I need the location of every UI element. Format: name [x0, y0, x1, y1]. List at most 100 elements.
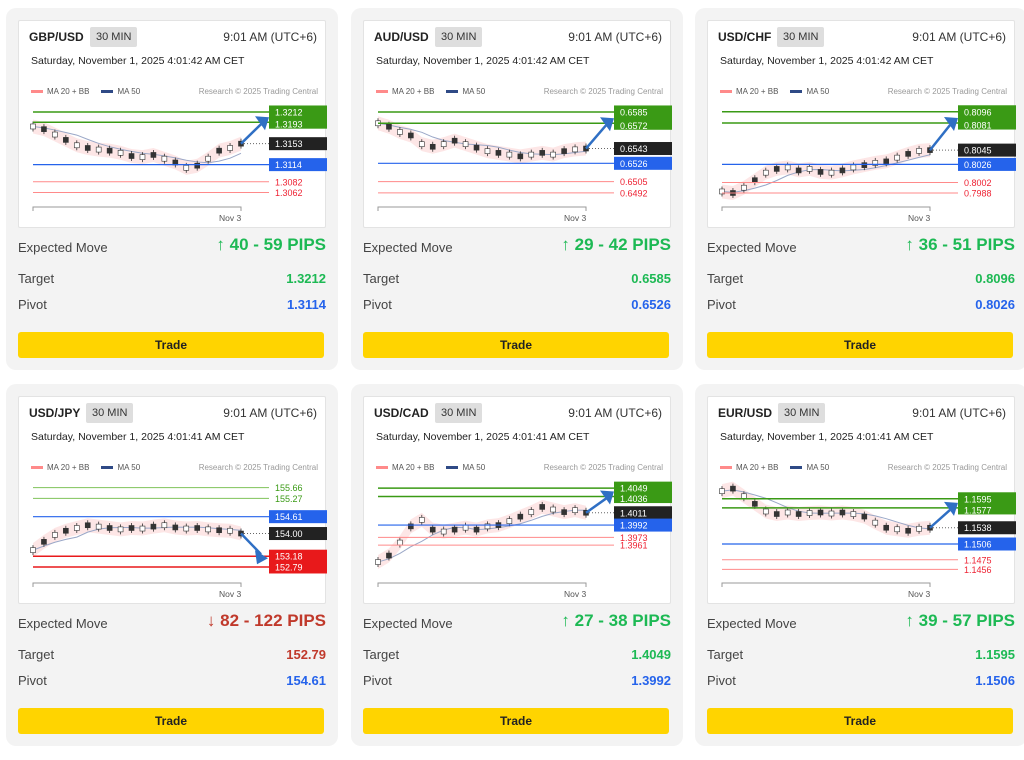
trade-button[interactable]: Trade [18, 332, 324, 358]
candle-body [550, 506, 556, 513]
direction-arrow-icon: ↑ [905, 611, 914, 630]
pivot-level-tag [269, 158, 327, 172]
current-price-level-tag [269, 527, 327, 541]
support-level-2: 1.3062 [275, 188, 303, 198]
legend-label-ma50: MA 50 [806, 87, 830, 96]
candle-body [473, 144, 480, 151]
timeframe-badge: 30 MIN [86, 403, 134, 423]
candle-body [719, 188, 725, 195]
trade-button[interactable]: Trade [363, 708, 669, 734]
legend-swatch-bb [376, 90, 388, 93]
candle-body [106, 147, 113, 154]
support-level-1: 1.3082 [275, 177, 303, 187]
target-row: Target 0.8096 [707, 271, 1015, 286]
ma50-line [721, 154, 931, 193]
candle-body [550, 151, 556, 158]
candle-body [916, 525, 922, 532]
legend-item-ma50: MA 50 [101, 87, 140, 96]
chart-time: 9:01 AM (UTC+6) [912, 30, 1006, 44]
target-level-1: 0.6585 [620, 107, 648, 117]
research-credit: Research © 2025 Trading Central [887, 463, 1007, 472]
target-row: Target 1.1595 [707, 647, 1015, 662]
candle-body [916, 148, 922, 154]
pivot-label: Pivot [18, 673, 47, 688]
candle-body [161, 155, 168, 162]
current-price-level: 154.00 [275, 529, 303, 539]
ma50-line [377, 509, 587, 563]
pair-name: USD/CHF [718, 30, 772, 44]
candle-body [773, 166, 780, 172]
chart-date: Saturday, November 1, 2025 4:01:41 AM CE… [720, 431, 934, 443]
expected-move-row: Expected Move ↑ 27 - 38 PIPS [363, 611, 671, 631]
chart-legend: MA 20 + BB MA 50 [720, 463, 841, 472]
candle-body [883, 158, 890, 165]
target-label: Target [707, 271, 744, 286]
bollinger-band [33, 119, 241, 175]
target-level-1: 1.4049 [620, 484, 648, 494]
candle-body [894, 526, 900, 533]
candle-body [128, 153, 135, 159]
forecast-arrow-icon [585, 497, 607, 514]
candle-body [451, 526, 458, 533]
target-level-2: 0.8081 [964, 121, 992, 131]
pivot-label: Pivot [707, 297, 736, 312]
forecast-card: EUR/USD 30 MIN 9:01 AM (UTC+6) Saturday,… [695, 384, 1024, 746]
candle-body [440, 141, 447, 147]
legend-label-ma50: MA 50 [462, 463, 486, 472]
candle-body [883, 524, 890, 531]
forecast-card: USD/CHF 30 MIN 9:01 AM (UTC+6) Saturday,… [695, 8, 1024, 370]
candle-body [850, 511, 857, 517]
x-axis-tick-label: Nov 3 [564, 589, 586, 599]
target-level-2: 0.6572 [620, 121, 648, 131]
candle-body [41, 539, 47, 545]
candle-body [128, 525, 135, 531]
trade-button[interactable]: Trade [363, 332, 669, 358]
candle-body [539, 504, 546, 510]
trade-button[interactable]: Trade [707, 708, 1013, 734]
candle-body [183, 525, 190, 532]
candle-body [84, 522, 91, 529]
candle-body [806, 166, 813, 172]
legend-label-ma50: MA 50 [117, 463, 141, 472]
pivot-row: Pivot 1.1506 [707, 673, 1015, 688]
x-axis [32, 582, 242, 587]
legend-swatch-bb [31, 466, 43, 469]
trade-button[interactable]: Trade [18, 708, 324, 734]
chart-date: Saturday, November 1, 2025 4:01:41 AM CE… [31, 431, 245, 443]
target-level-2: 152.79 [275, 562, 303, 572]
expected-move-value: ↑ 36 - 51 PIPS [905, 235, 1015, 255]
resistance-level-1: 155.66 [275, 483, 303, 493]
legend-swatch-bb [720, 466, 732, 469]
candle-body [95, 523, 102, 530]
expected-move-row: Expected Move ↓ 82 - 122 PIPS [18, 611, 326, 631]
chart-legend: MA 20 + BB MA 50 [31, 87, 152, 96]
pivot-value: 154.61 [286, 673, 326, 688]
expected-move-value: ↑ 39 - 57 PIPS [905, 611, 1015, 631]
candle-body [41, 126, 47, 132]
legend-swatch-ma50 [446, 90, 459, 93]
forecast-arrowhead-icon [600, 490, 614, 505]
support-level-1: 1.1475 [964, 555, 992, 565]
candle-body [528, 151, 535, 158]
chart-date: Saturday, November 1, 2025 4:01:41 AM CE… [376, 431, 590, 443]
candle-body [719, 488, 725, 494]
target-value: 0.6585 [631, 271, 671, 286]
candle-body [773, 511, 780, 517]
pivot-level-tag [269, 510, 327, 524]
research-credit: Research © 2025 Trading Central [198, 87, 318, 96]
expected-move-row: Expected Move ↑ 36 - 51 PIPS [707, 235, 1015, 255]
direction-arrow-icon: ↑ [561, 611, 570, 630]
target-level-1: 1.1595 [964, 494, 992, 504]
trade-button[interactable]: Trade [707, 332, 1013, 358]
candle-body [517, 153, 524, 160]
timeframe-badge: 30 MIN [778, 403, 826, 423]
candle-body [194, 162, 201, 169]
x-axis-tick-label: Nov 3 [908, 213, 930, 223]
candle-body [861, 513, 868, 520]
current-price-level-tag [269, 137, 327, 151]
pair-name: AUD/USD [374, 30, 429, 44]
research-credit: Research © 2025 Trading Central [543, 87, 663, 96]
